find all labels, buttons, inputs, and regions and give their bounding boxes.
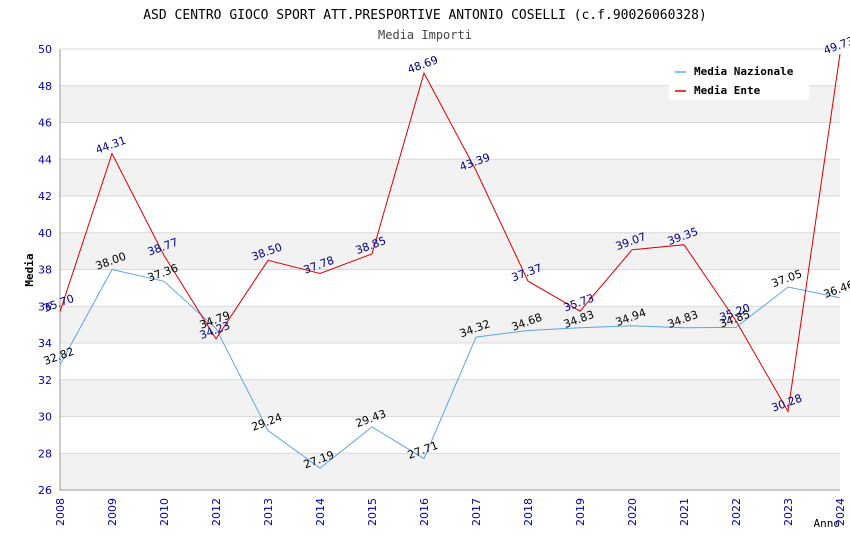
y-tick-label: 38 xyxy=(38,264,52,277)
x-tick-label: 2012 xyxy=(210,498,223,526)
chart-subtitle: Media Importi xyxy=(378,28,472,42)
legend-label-media-ente: Media Ente xyxy=(694,84,761,97)
data-label-media-ente: 49.73 xyxy=(822,34,850,57)
y-tick-label: 26 xyxy=(38,484,52,497)
x-tick-label: 2024 xyxy=(834,498,847,526)
y-tick-label: 50 xyxy=(38,43,52,56)
background-band xyxy=(60,306,840,343)
x-tick-label: 2020 xyxy=(626,498,639,526)
series-line-media-ente xyxy=(59,53,841,413)
legend: Media Nazionale Media Ente xyxy=(669,60,809,100)
chart-title: ASD CENTRO GIOCO SPORT ATT.PRESPORTIVE A… xyxy=(143,8,707,23)
series-line-media-nazionale xyxy=(59,268,841,469)
y-tick-labels: 26 28 30 32 34 36 38 40 42 44 46 48 50 xyxy=(38,43,52,497)
series-lines xyxy=(59,53,841,469)
plot-background-bands xyxy=(60,85,840,490)
legend-box xyxy=(669,60,809,100)
data-label-media-ente: 44.31 xyxy=(94,134,128,157)
data-label-media-nazionale: 36.46 xyxy=(822,278,850,301)
x-tick-label: 2016 xyxy=(418,498,431,526)
x-tick-labels: 2008 2009 2010 2012 2013 2014 2015 2016 2017 2018… xyxy=(54,498,847,526)
x-tick-label: 2022 xyxy=(730,498,743,526)
x-tick-label: 2010 xyxy=(158,498,171,526)
data-label-media-ente: 48.69 xyxy=(406,53,440,76)
y-tick-label: 30 xyxy=(38,411,52,424)
x-tick-label: 2013 xyxy=(262,498,275,526)
x-tick-label: 2018 xyxy=(522,498,535,526)
background-band xyxy=(60,159,840,196)
x-tick-label: 2009 xyxy=(106,498,119,526)
y-tick-label: 46 xyxy=(38,117,52,130)
x-tick-label: 2019 xyxy=(574,498,587,526)
y-axis-label: Media xyxy=(23,253,36,286)
x-tick-label: 2017 xyxy=(470,498,483,526)
legend-label-media-nazionale: Media Nazionale xyxy=(694,65,794,78)
gridlines xyxy=(60,48,840,491)
x-tick-label: 2014 xyxy=(314,498,327,526)
y-tick-label: 40 xyxy=(38,227,52,240)
y-tick-label: 44 xyxy=(38,153,52,166)
y-tick-label: 42 xyxy=(38,190,52,203)
axes xyxy=(59,49,840,491)
background-band xyxy=(60,453,840,490)
x-tick-label: 2023 xyxy=(782,498,795,526)
x-axis-label: Anno xyxy=(814,517,841,530)
y-tick-label: 32 xyxy=(38,374,52,387)
y-tick-label: 28 xyxy=(38,447,52,460)
x-tick-label: 2008 xyxy=(54,498,67,526)
x-tick-label: 2015 xyxy=(366,498,379,526)
y-tick-label: 36 xyxy=(38,300,52,313)
data-label-media-nazionale: 37.05 xyxy=(770,267,804,290)
y-tick-label: 34 xyxy=(38,337,52,350)
background-band xyxy=(60,232,840,270)
x-tick-label: 2021 xyxy=(678,498,691,526)
y-tick-label: 48 xyxy=(38,80,52,93)
